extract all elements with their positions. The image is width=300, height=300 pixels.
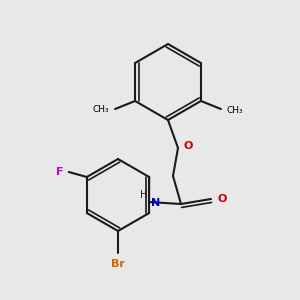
Text: CH₃: CH₃ [92,106,109,115]
Text: N: N [151,198,160,208]
Text: CH₃: CH₃ [227,106,244,115]
Text: O: O [184,141,194,151]
Text: Br: Br [111,259,125,269]
Text: H: H [140,190,147,200]
Text: F: F [56,167,64,177]
Text: O: O [217,194,226,204]
